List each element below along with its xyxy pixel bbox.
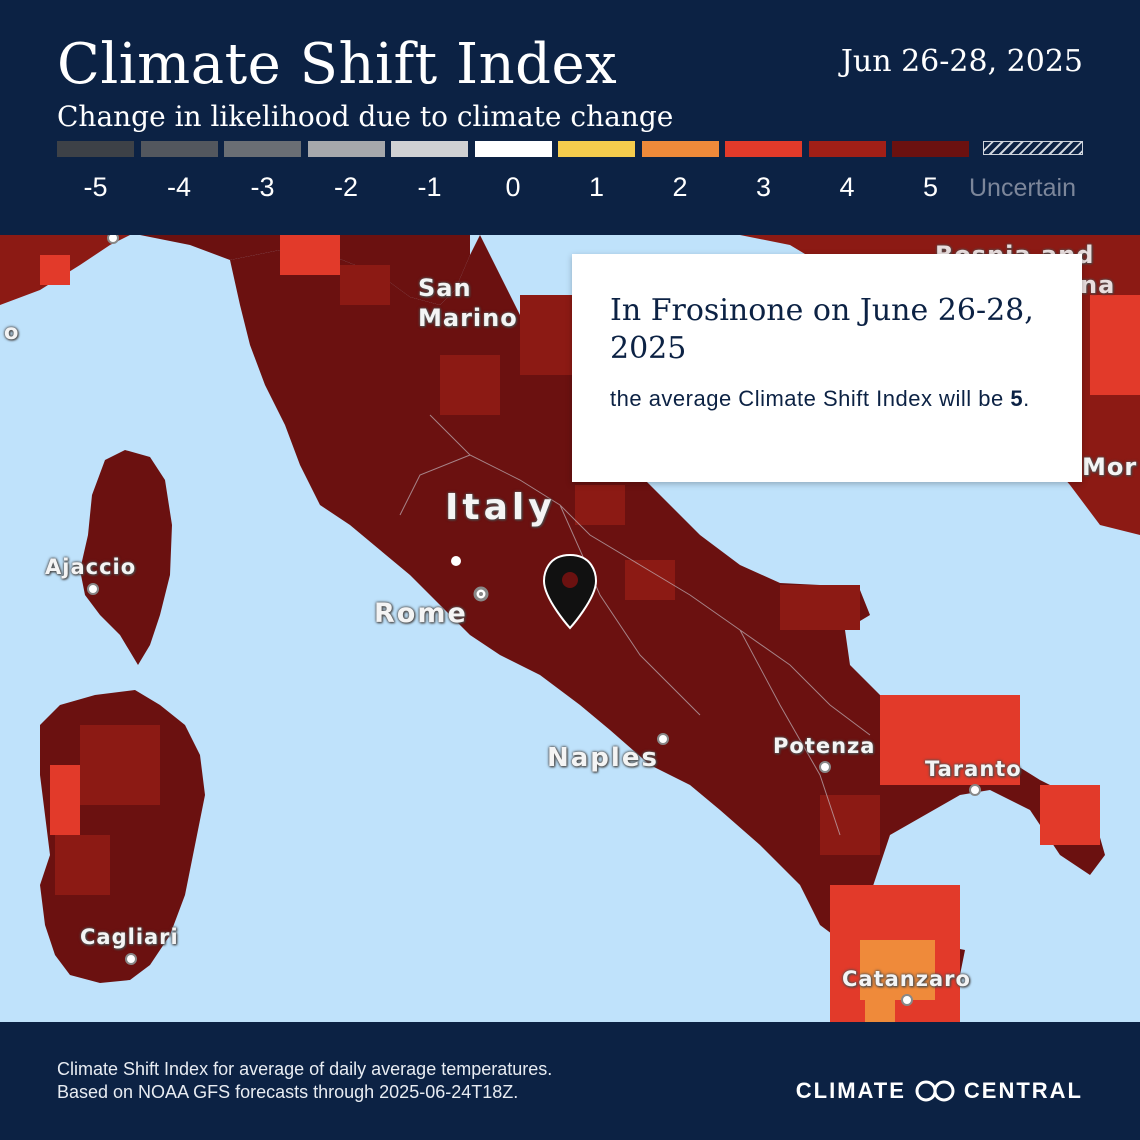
legend-color-scale	[57, 141, 1083, 157]
patch-csi3	[1090, 295, 1140, 395]
italy-peninsula	[230, 235, 1105, 1022]
corsica	[80, 450, 172, 665]
city-dot-top	[107, 235, 119, 244]
city-dot-ajaccio	[87, 583, 99, 595]
legend-swatch--1	[391, 141, 468, 157]
legend-label-1: 1	[588, 172, 605, 202]
patch-csi3	[50, 765, 80, 835]
brand-logo[interactable]: CLIMATE CENTRAL	[796, 1078, 1083, 1104]
north-italy-land	[0, 235, 470, 305]
patch-csi4	[820, 795, 880, 855]
info-value: 5	[1010, 386, 1024, 411]
page-subtitle: Change in likelihood due to climate chan…	[57, 100, 674, 133]
info-text-prefix: the average Climate Shift Index will be	[610, 386, 1011, 411]
city-dot-potenza	[819, 761, 831, 773]
place-label-potenza: Potenza	[773, 734, 876, 758]
city-dot-taranto	[969, 784, 981, 796]
city-dot-other	[451, 556, 461, 566]
legend-label--3: -3	[250, 172, 275, 202]
legend-label--5: -5	[83, 172, 108, 202]
patch-csi4	[625, 560, 675, 600]
footer-line-2: Based on NOAA GFS forecasts through 2025…	[57, 1082, 519, 1102]
legend-swatch--3	[224, 141, 301, 157]
city-dot-cagliari	[125, 953, 137, 965]
legend-label--1: -1	[417, 172, 442, 202]
patch-csi4	[575, 485, 625, 525]
city-dot-naples	[657, 733, 669, 745]
patch-csi3	[880, 695, 1020, 785]
legend-label-2: 2	[672, 172, 688, 202]
info-text-suffix: .	[1023, 386, 1030, 411]
info-text: the average Climate Shift Index will be …	[610, 384, 1050, 414]
place-label-left-edge: o	[4, 320, 20, 344]
legend-swatch-uncertain	[983, 141, 1083, 155]
brand-right-text: CENTRAL	[963, 1078, 1083, 1103]
patch-csi2	[860, 940, 935, 1000]
footer: Climate Shift Index for average of daily…	[0, 1022, 1140, 1140]
place-label-taranto: Taranto	[925, 757, 1022, 781]
city-dot-catanzaro	[901, 994, 913, 1006]
patch-csi4	[440, 355, 500, 415]
patch-csi4	[55, 835, 110, 895]
place-label-naples: Naples	[547, 743, 659, 773]
patch-csi3	[40, 255, 70, 285]
legend-swatch--5	[57, 141, 134, 157]
legend-label-4: 4	[839, 172, 855, 202]
info-box: In Frosinone on June 26-28, 2025 the ave…	[572, 254, 1082, 482]
header: Climate Shift Index Change in likelihood…	[0, 0, 1140, 235]
place-label-italy: Italy	[445, 487, 556, 528]
legend-label-5: 5	[922, 172, 939, 202]
place-label-san-marino: San Marino	[418, 274, 518, 332]
legend-swatch--4	[140, 141, 218, 157]
info-heading: In Frosinone on June 26-28, 2025	[610, 293, 1034, 366]
legend-swatch-5	[892, 141, 969, 157]
legend-swatch-1	[558, 141, 635, 157]
footer-line-1: Climate Shift Index for average of daily…	[57, 1059, 553, 1079]
region-borders	[399, 414, 871, 836]
legend-labels: -5 -4 -3 -2 -1 0 1 2 3 4 5 Uncertain	[57, 172, 1117, 206]
legend-label-0: 0	[505, 172, 521, 202]
legend-swatch-4	[808, 141, 886, 157]
date-range: Jun 26-28, 2025	[840, 44, 1083, 79]
place-label-ajaccio: Ajaccio	[45, 555, 137, 579]
legend-swatch-2	[641, 141, 719, 157]
legend-label--4: -4	[166, 172, 191, 202]
page-title: Climate Shift Index	[57, 32, 618, 97]
climate-central-logo-icon	[912, 1079, 958, 1103]
city-dot-rome-inner	[479, 592, 483, 596]
legend-label-uncertain: Uncertain	[969, 174, 1076, 202]
location-pin-icon[interactable]	[542, 553, 598, 630]
legend-swatch--2	[307, 141, 385, 157]
place-label-cagliari: Cagliari	[80, 925, 179, 949]
patch-csi3	[280, 235, 340, 275]
place-label-rome: Rome	[374, 598, 468, 629]
patch-csi4	[340, 265, 390, 305]
legend-swatch-0	[474, 141, 552, 157]
legend-swatch-3	[725, 141, 802, 157]
legend-label-3: 3	[755, 172, 772, 202]
brand-left-text: CLIMATE	[795, 1078, 906, 1103]
legend-label--2: -2	[333, 172, 358, 202]
place-label-montenegro: Mor	[1082, 453, 1138, 481]
patch-csi2	[865, 1000, 895, 1022]
patch-csi4	[80, 725, 160, 805]
patch-csi3	[1040, 785, 1100, 845]
patch-csi4	[780, 585, 860, 630]
place-label-catanzaro: Catanzaro	[842, 967, 971, 991]
